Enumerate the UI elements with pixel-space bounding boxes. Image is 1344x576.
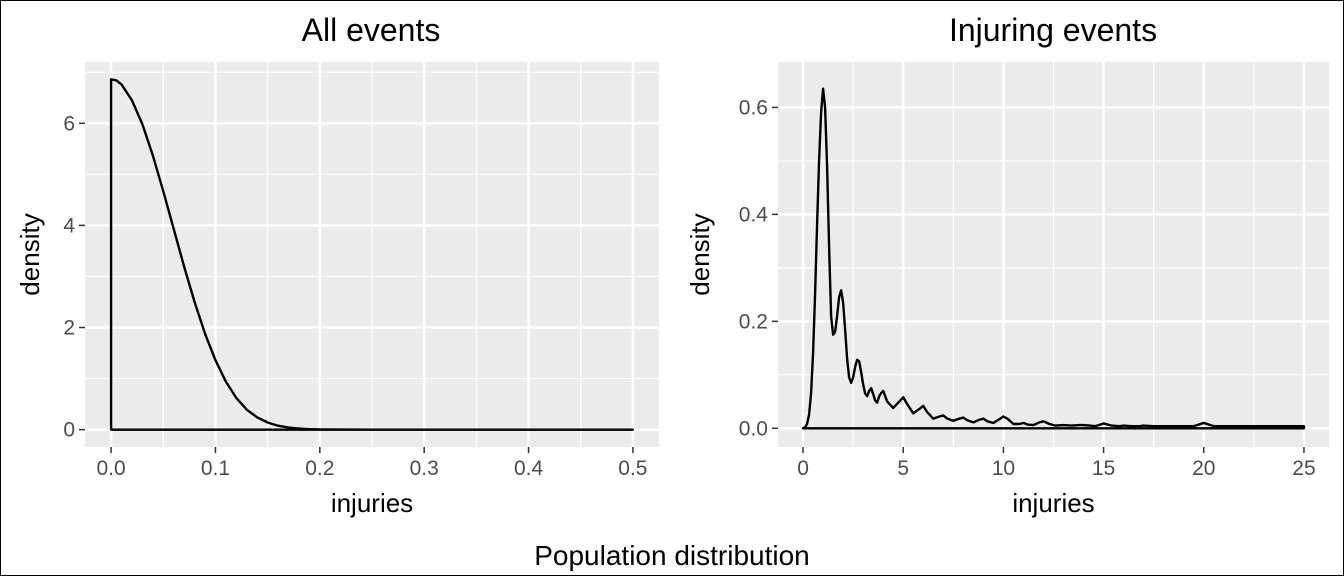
x-tick-label: 0.5 (618, 457, 647, 480)
x-axis-label: injuries (331, 488, 413, 518)
x-tick-label: 10 (992, 457, 1015, 480)
y-tick-label: 4 (63, 214, 75, 237)
x-tick-label: 0.4 (514, 457, 544, 480)
x-tick-label: 0.2 (305, 457, 334, 480)
x-tick-label: 15 (1092, 457, 1115, 480)
x-tick-label: 0.3 (410, 457, 439, 480)
y-tick-label: 0 (63, 419, 75, 442)
panel-all-events: 0.0 0.1 0.2 0.3 0.4 0.5 0 2 4 6 All events injuries… (15, 12, 659, 518)
density-curve (801, 87, 1306, 430)
density-curve (109, 78, 635, 431)
y-tick-label: 2 (63, 317, 75, 340)
panel-title: Injuring events (949, 12, 1157, 48)
x-tick-label: 5 (897, 457, 909, 480)
x-tick-label: 20 (1192, 457, 1215, 480)
panel-title: All events (302, 12, 441, 48)
y-tick-label: 0.2 (739, 310, 768, 333)
y-tick-label: 0.4 (739, 203, 769, 226)
panel-injuring-events: 0 5 10 15 20 25 0.0 0.2 0.4 0.6 Injuring events inj… (685, 12, 1329, 518)
x-axis-label: injuries (1012, 488, 1094, 518)
x-tick-label: 0.1 (201, 457, 230, 480)
y-axis-label: density (685, 213, 715, 295)
x-tick-label: 25 (1292, 457, 1315, 480)
x-tick-label: 0.0 (96, 457, 125, 480)
figure-caption: Population distribution (534, 540, 810, 571)
y-tick-label: 0.0 (739, 417, 768, 440)
x-tick-label: 0 (797, 457, 809, 480)
y-tick-label: 6 (63, 112, 75, 135)
y-axis-label: density (15, 213, 45, 295)
y-tick-label: 0.6 (739, 96, 768, 119)
